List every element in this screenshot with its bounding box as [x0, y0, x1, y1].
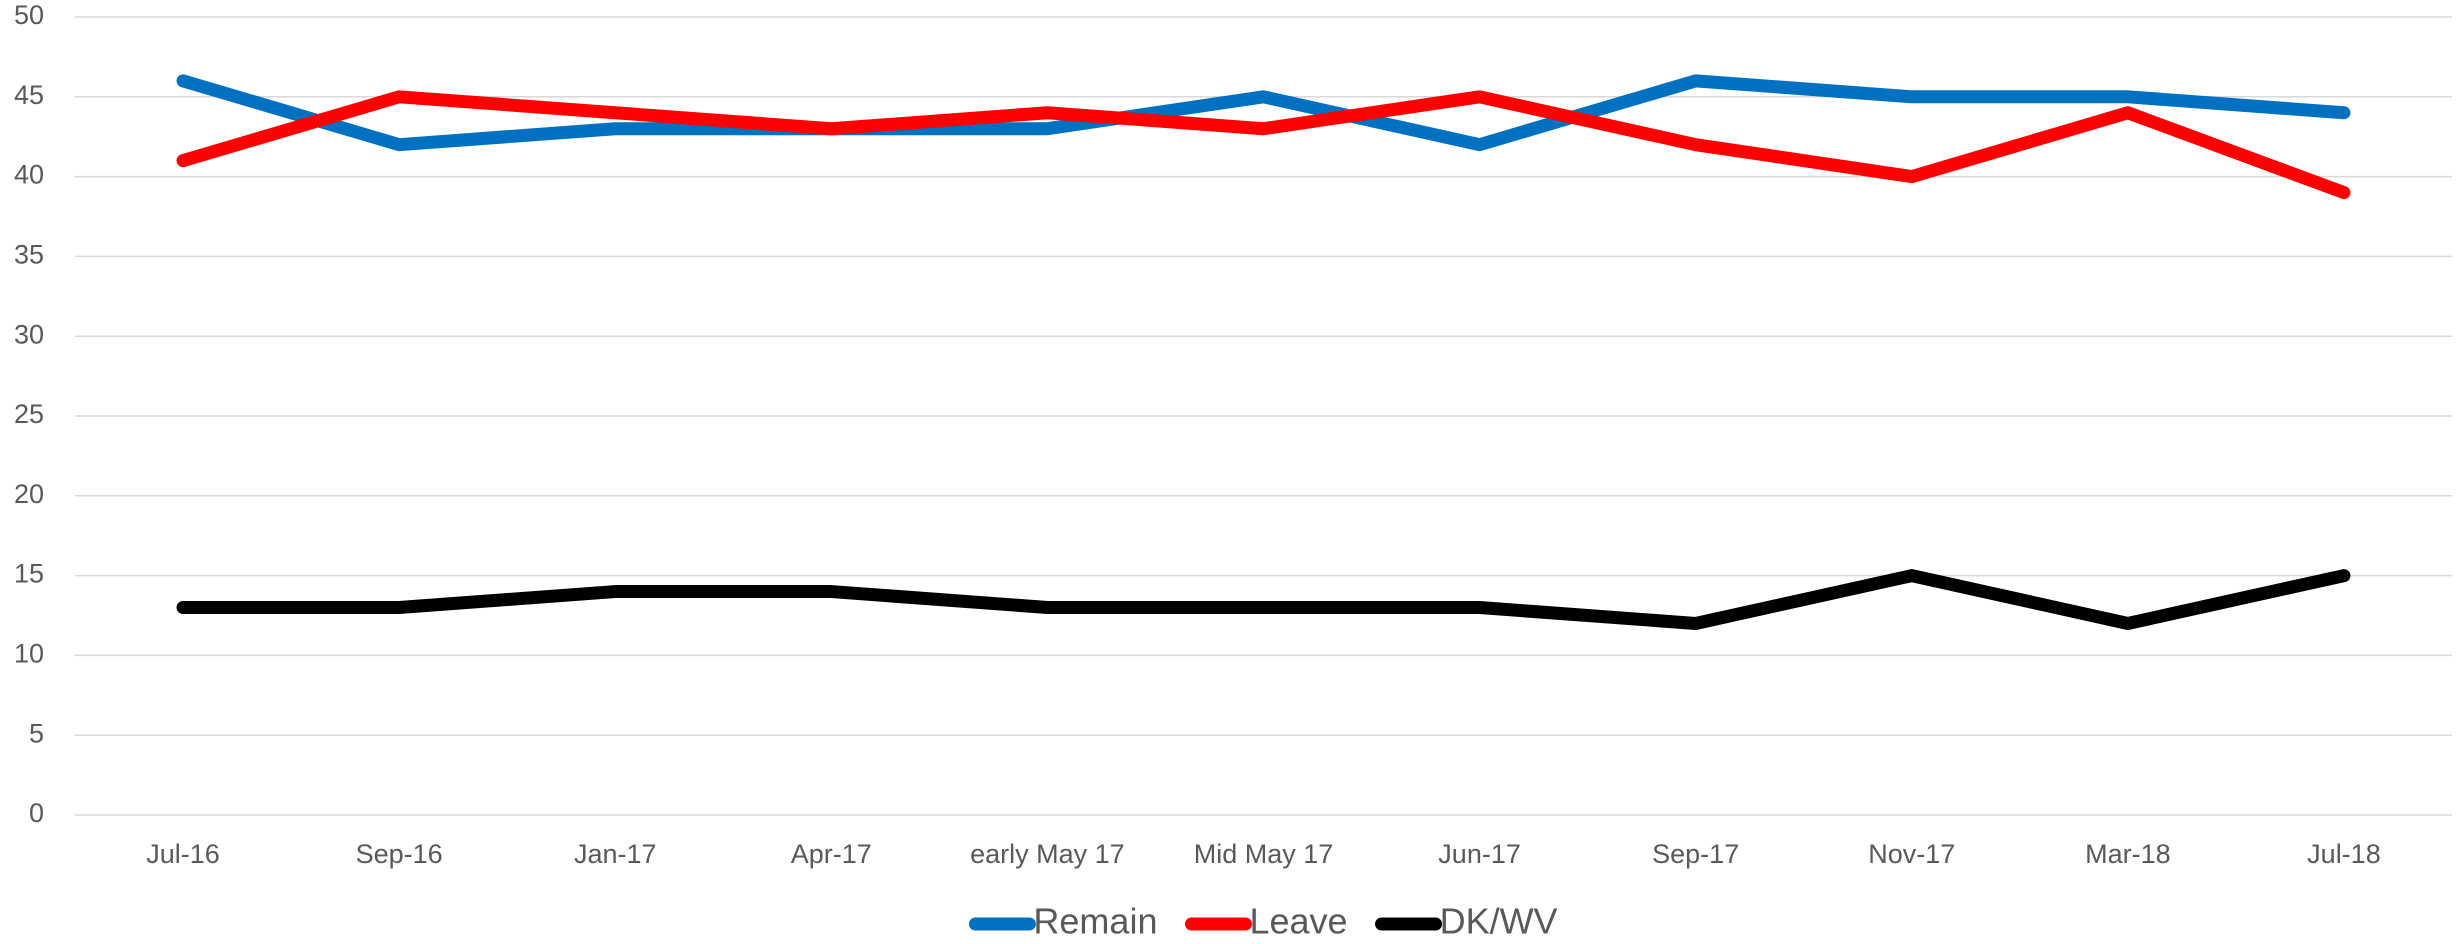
legend: Remain Leave DK/WV — [968, 901, 1558, 942]
series-line — [176, 90, 2351, 200]
x-tick-label: Sep-16 — [356, 839, 443, 869]
y-tick-label: 0 — [29, 798, 44, 828]
x-tick-label: Mid May 17 — [1194, 839, 1334, 869]
y-tick-label: 30 — [14, 319, 44, 349]
x-tick-label: Jan-17 — [574, 839, 657, 869]
x-tick-label: early May 17 — [970, 839, 1125, 869]
x-tick-label: Apr-17 — [791, 839, 872, 869]
y-tick-label: 20 — [14, 479, 44, 509]
y-tick-label: 40 — [14, 160, 44, 190]
x-tick-label: Jun-17 — [1438, 839, 1521, 869]
legend-label: Remain — [1033, 901, 1157, 942]
y-tick-label: 10 — [14, 639, 44, 669]
y-tick-label: 50 — [14, 0, 44, 30]
x-tick-label: Mar-18 — [2085, 839, 2171, 869]
y-tick-label: 5 — [29, 718, 44, 748]
y-tick-label: 45 — [14, 80, 44, 110]
x-tick-label: Jul-16 — [146, 839, 220, 869]
series-line — [176, 569, 2351, 630]
x-tick-label: Sep-17 — [1652, 839, 1739, 869]
legend-label: Leave — [1249, 901, 1347, 942]
y-tick-label: 25 — [14, 399, 44, 429]
x-tick-label: Nov-17 — [1868, 839, 1955, 869]
y-tick-label: 35 — [14, 240, 44, 270]
x-tick-label: Jul-18 — [2307, 839, 2381, 869]
y-tick-label: 15 — [14, 559, 44, 589]
series-line — [176, 74, 2351, 152]
legend-label: DK/WV — [1440, 901, 1558, 942]
